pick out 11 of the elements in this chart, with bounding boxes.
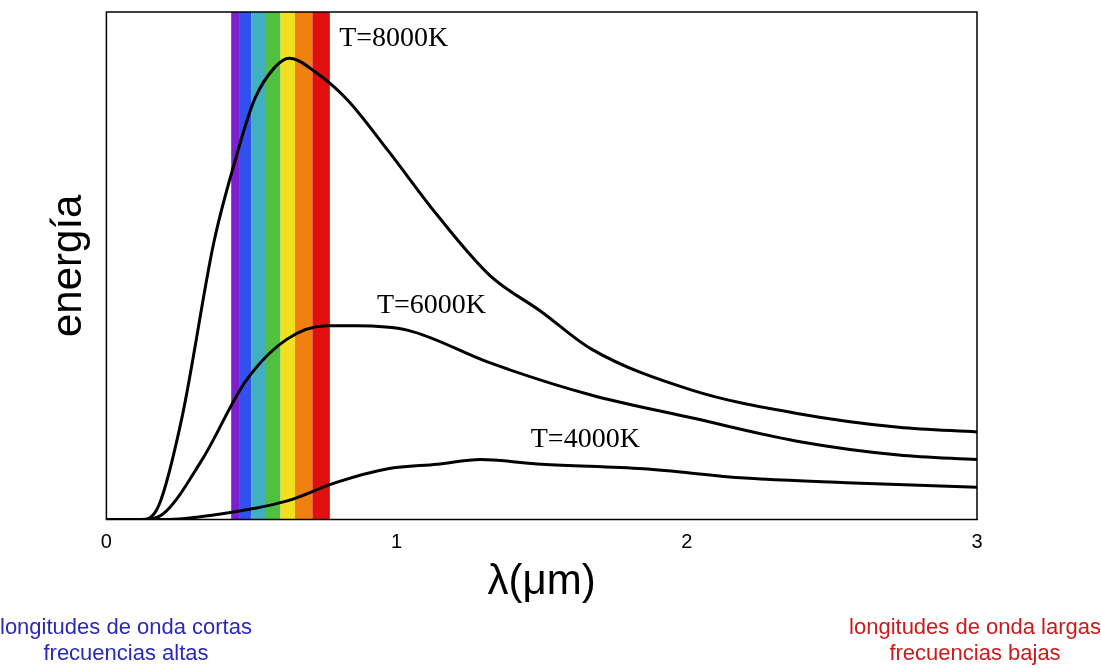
- x-tick-label: 2: [681, 530, 693, 553]
- x-tick-label: 0: [100, 530, 112, 553]
- series-label: T=8000K: [339, 20, 449, 52]
- x-tick-label: 1: [391, 530, 403, 553]
- series-label: T=6000K: [376, 288, 487, 320]
- text: longitudes de onda largas frecuencias bajas: [849, 614, 1101, 666]
- x-tick-label: 3: [971, 530, 983, 553]
- text: longitudes de onda cortas frecuencias altas: [0, 614, 252, 666]
- x-axis-title: λ(μm): [487, 556, 596, 604]
- y-axis-title: energía: [42, 193, 90, 338]
- series-label: T=4000K: [530, 421, 640, 453]
